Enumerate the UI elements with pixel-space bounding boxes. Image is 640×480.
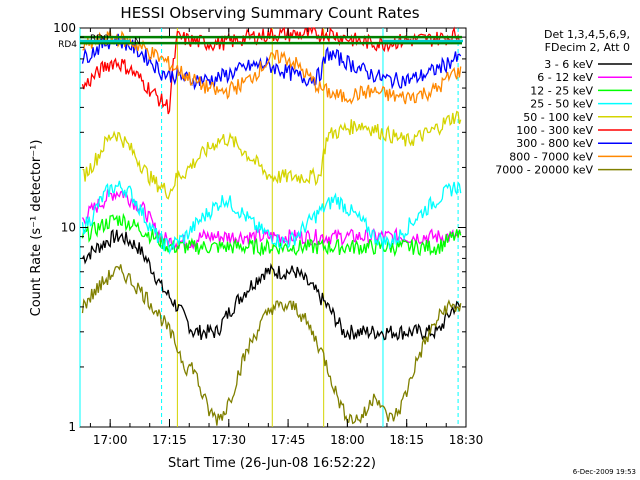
legend-label: 7000 - 20000 keV	[495, 164, 593, 177]
x-axis-title: Start Time (26-Jun-08 16:52:22)	[168, 456, 376, 471]
series-line-1	[81, 228, 461, 341]
annotation-layer: RD4 RD0 N	[58, 34, 463, 50]
legend-label: 100 - 300 keV	[516, 124, 593, 137]
axis-ticks	[80, 27, 467, 428]
series-layer	[81, 26, 462, 426]
series-line-8	[82, 30, 462, 105]
legend-label: 50 - 100 keV	[523, 111, 593, 124]
x-tick-label: 18:00	[330, 433, 365, 447]
legend-title-line-1: Det 1,3,4,5,6,9,	[544, 28, 630, 41]
x-tick-label: 18:15	[389, 433, 424, 447]
series-line-7	[81, 33, 462, 91]
series-line-6	[81, 26, 462, 115]
annotation-label-n: N	[134, 37, 141, 47]
chart-title: HESSI Observing Summary Count Rates	[120, 4, 419, 22]
series-line-3	[81, 212, 462, 258]
x-tick-labels: 17:00 17:15 17:30 17:45 18:00 18:15 18:30	[93, 433, 483, 447]
x-tick-label: 17:00	[93, 433, 128, 447]
plot-area: RD4 RD0 N	[58, 26, 467, 428]
x-tick-label: 17:15	[152, 433, 187, 447]
y-tick-labels: 1 10 100	[53, 21, 76, 434]
series-line-4	[81, 180, 462, 255]
legend-label: 800 - 7000 keV	[509, 150, 593, 163]
x-tick-label: 17:30	[211, 433, 246, 447]
legend-label: 300 - 800 keV	[516, 137, 593, 150]
y-tick-label: 1	[68, 420, 76, 434]
generation-timestamp: 6-Dec-2009 19:53	[573, 468, 636, 476]
series-line-5	[82, 110, 462, 200]
x-tick-label: 17:45	[271, 433, 306, 447]
x-tick-label: 18:30	[449, 433, 484, 447]
y-axis-title: Count Rate (s⁻¹ detector⁻¹)	[29, 140, 44, 317]
annotation-label-rd0: RD0	[90, 34, 109, 44]
y-tick-label: 100	[53, 21, 76, 35]
y-tick-label: 10	[61, 221, 76, 235]
annotation-label-rd4: RD4	[58, 40, 77, 50]
legend-label: 6 - 12 keV	[537, 71, 593, 84]
legend-label: 12 - 25 keV	[530, 84, 593, 97]
legend-label: 25 - 50 keV	[530, 98, 593, 111]
legend-title-line-2: FDecim 2, Att 0	[545, 41, 630, 54]
legend: Det 1,3,4,5,6,9, FDecim 2, Att 0 3 - 6 k…	[495, 28, 632, 177]
series-line-9	[81, 264, 462, 426]
legend-label: 3 - 6 keV	[544, 58, 593, 71]
